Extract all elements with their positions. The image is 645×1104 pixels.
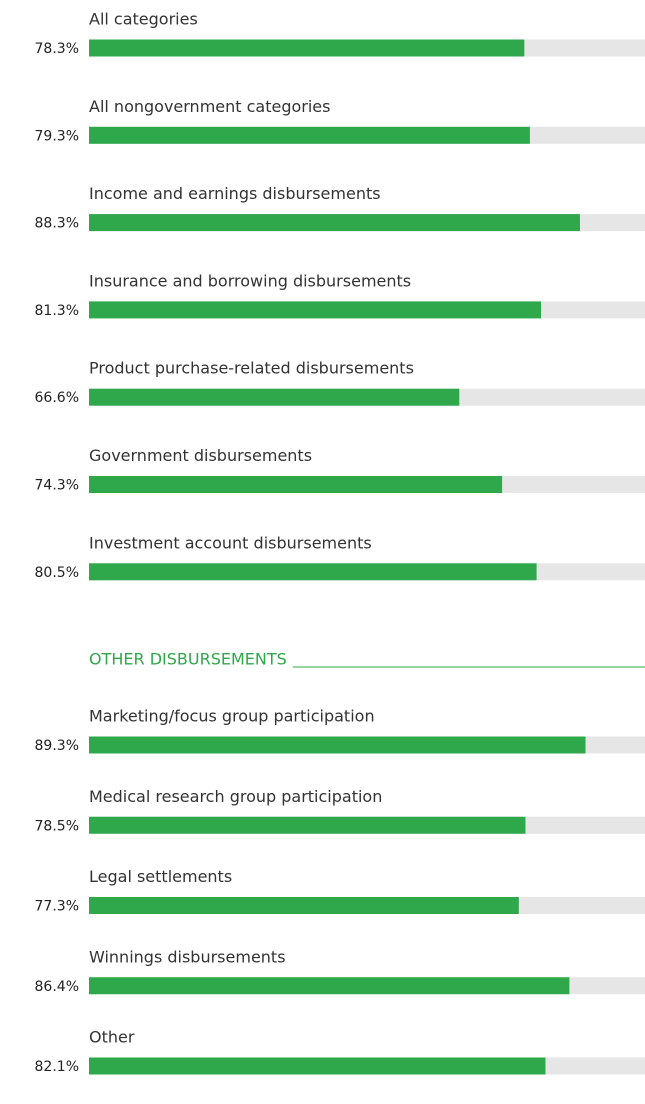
value-label: 74.3% bbox=[35, 478, 79, 494]
category-label: Marketing/focus group participation bbox=[89, 707, 375, 726]
bar bbox=[89, 301, 542, 319]
value-label: 66.6% bbox=[35, 390, 79, 406]
bar bbox=[89, 977, 570, 995]
category-label: Other bbox=[89, 1028, 135, 1047]
category-label: Winnings disbursements bbox=[89, 947, 286, 966]
category-label: All categories bbox=[89, 10, 198, 29]
value-label: 78.3% bbox=[35, 41, 79, 57]
bar bbox=[89, 126, 530, 144]
category-label: Investment account disbursements bbox=[89, 533, 372, 552]
bar bbox=[89, 1057, 546, 1075]
value-label: 79.3% bbox=[35, 128, 79, 144]
value-label: 80.5% bbox=[35, 565, 79, 581]
category-label: Insurance and borrowing disbursements bbox=[89, 271, 411, 290]
value-label: 86.4% bbox=[35, 979, 79, 995]
value-label: 89.3% bbox=[35, 738, 79, 754]
section-title: OTHER DISBURSEMENTS bbox=[89, 650, 287, 669]
category-label: Product purchase-related disbursements bbox=[89, 359, 414, 378]
bar bbox=[89, 897, 519, 914]
category-label: Income and earnings disbursements bbox=[89, 184, 381, 203]
bar bbox=[89, 214, 580, 232]
value-label: 82.1% bbox=[35, 1059, 79, 1075]
bar bbox=[89, 563, 537, 581]
value-label: 88.3% bbox=[35, 216, 79, 232]
bar bbox=[89, 816, 526, 834]
category-label: Government disbursements bbox=[89, 446, 312, 465]
value-label: 77.3% bbox=[35, 899, 79, 915]
category-label: Medical research group participation bbox=[89, 787, 382, 806]
bar bbox=[89, 736, 586, 754]
bar bbox=[89, 39, 525, 57]
bar bbox=[89, 476, 503, 493]
category-label: All nongovernment categories bbox=[89, 97, 330, 116]
bar bbox=[89, 388, 460, 406]
value-label: 81.3% bbox=[35, 303, 79, 319]
category-label: Legal settlements bbox=[89, 867, 232, 886]
value-label: 78.5% bbox=[35, 818, 79, 834]
